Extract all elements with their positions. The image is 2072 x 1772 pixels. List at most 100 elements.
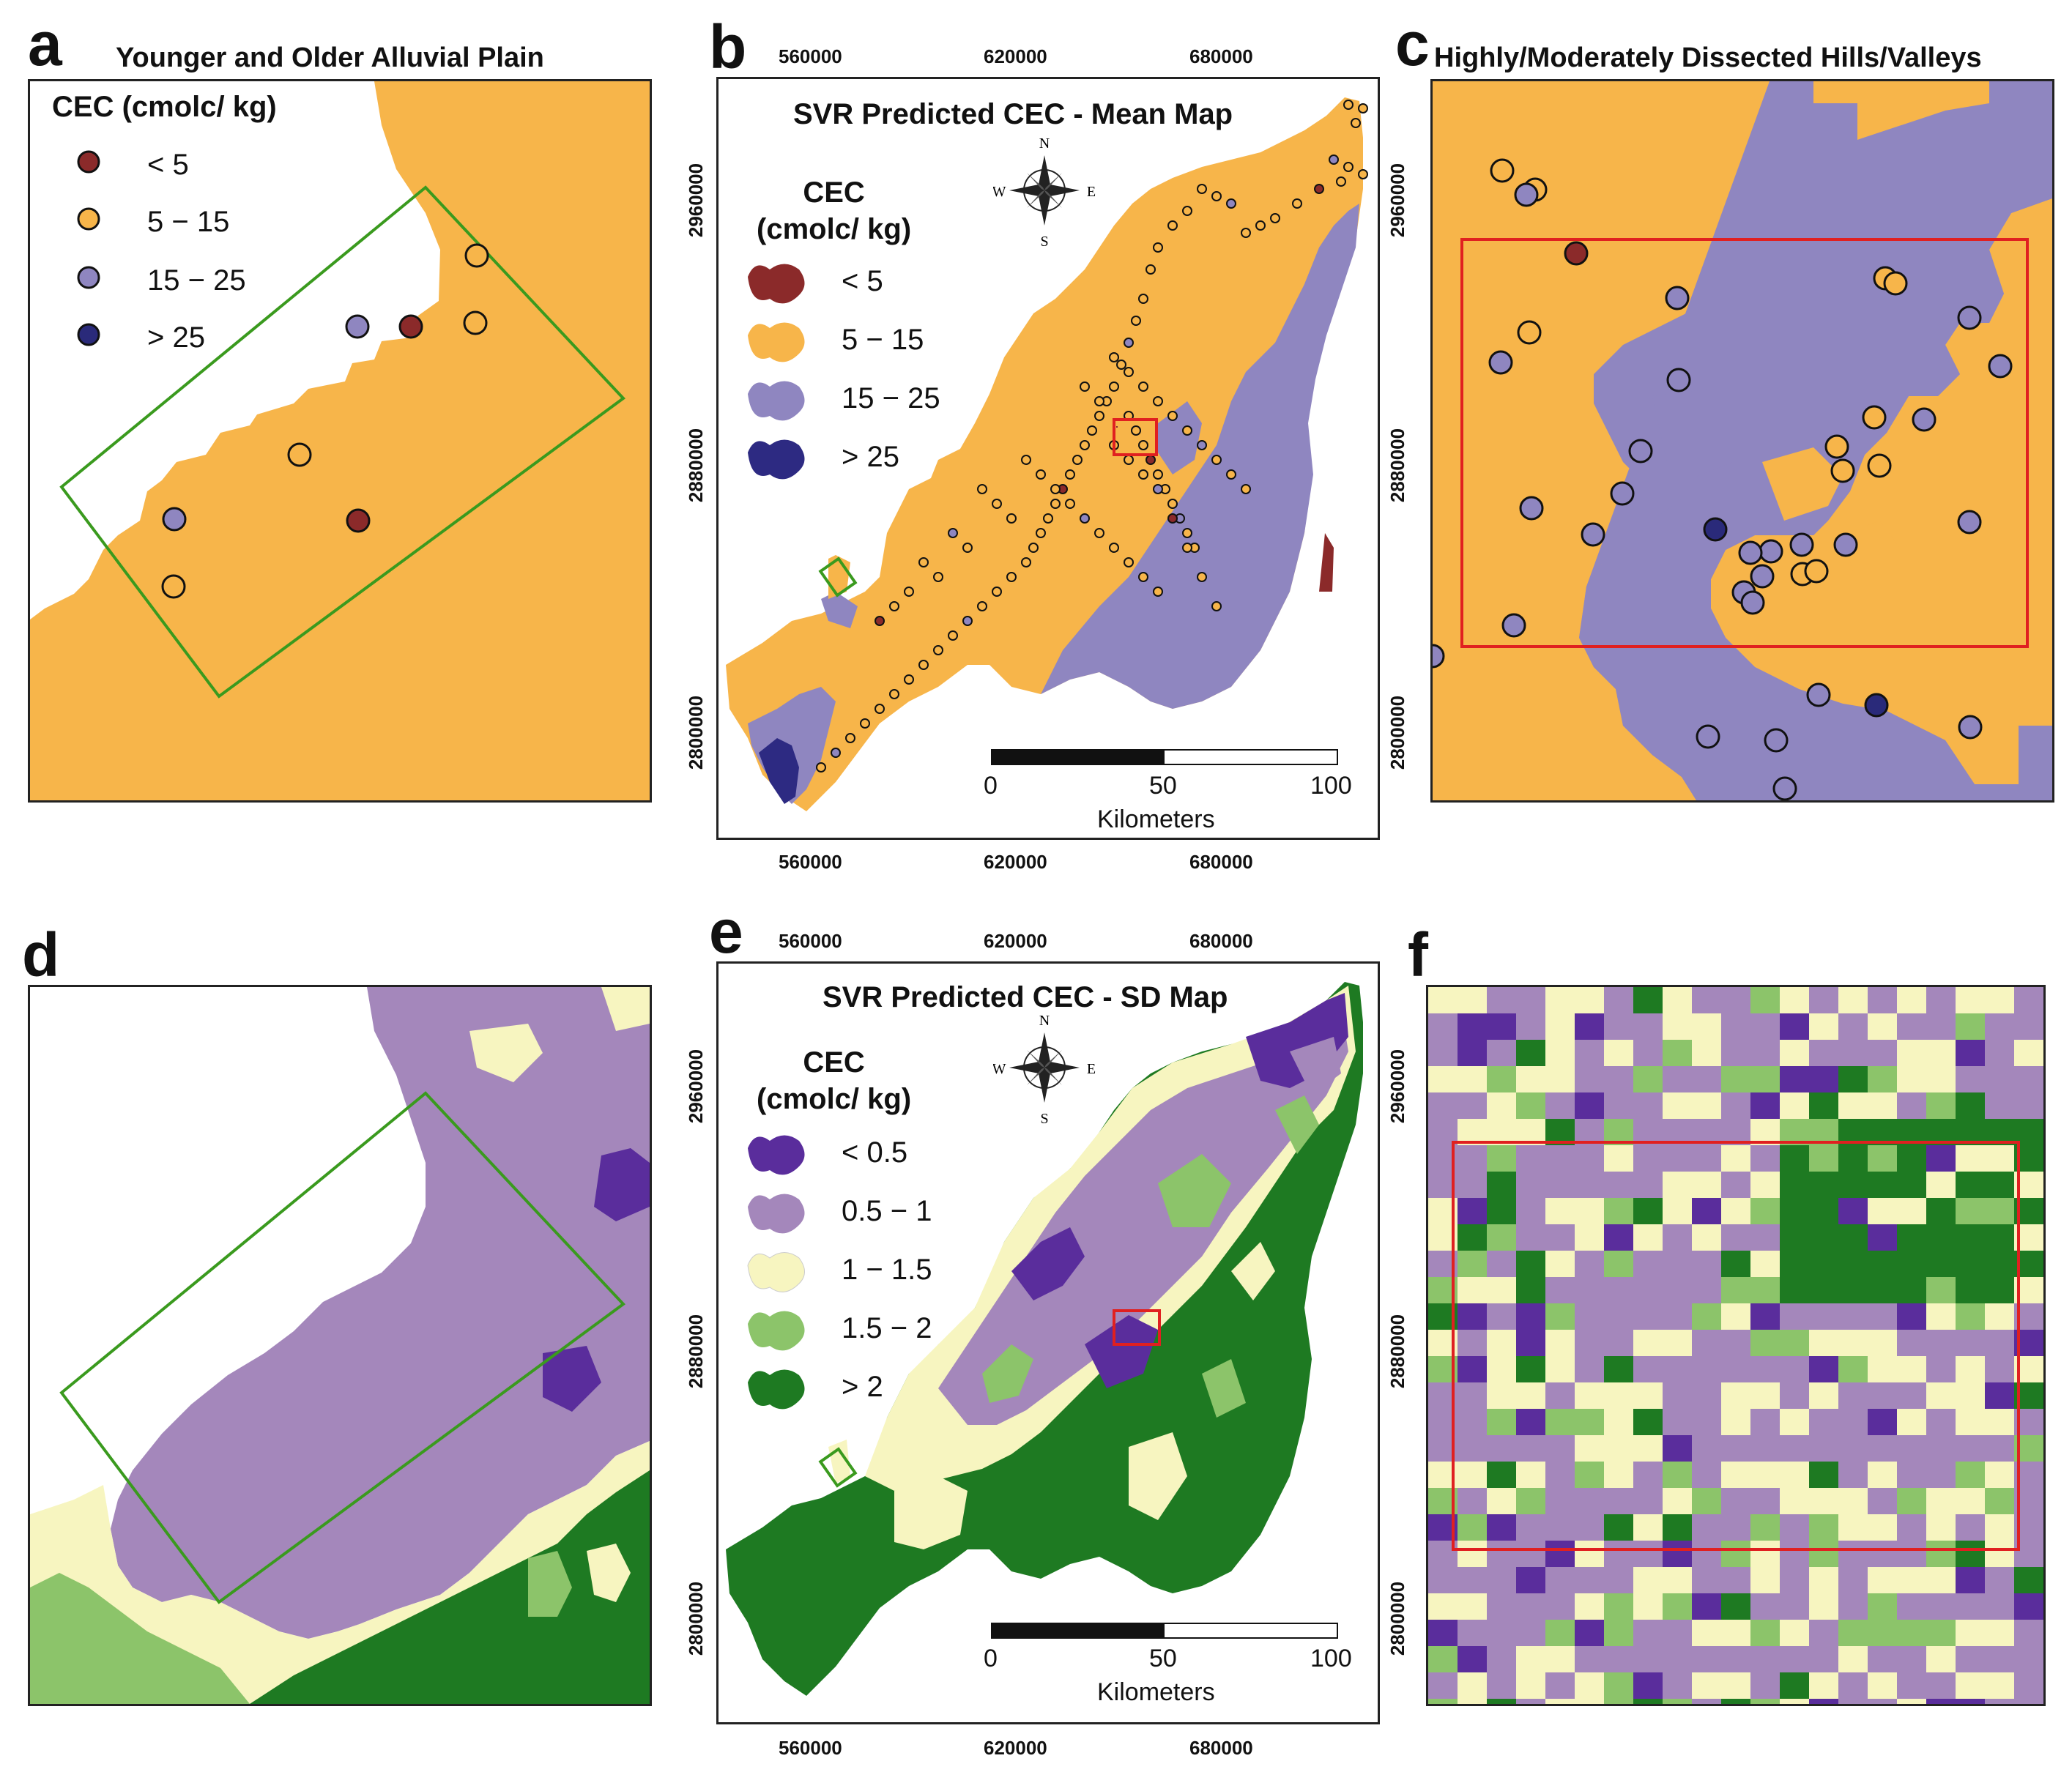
raster-cell — [1458, 1699, 1487, 1704]
raster-cell — [1692, 1541, 1721, 1567]
raster-cell — [1575, 1567, 1604, 1593]
raster-cell — [1487, 1672, 1516, 1699]
raster-cell — [1868, 1145, 1897, 1172]
raster-cell — [1750, 1488, 1780, 1514]
compass-w: W — [993, 184, 1006, 200]
sample-point — [1738, 540, 1763, 565]
raster-cell — [1897, 1277, 1926, 1303]
raster-cell — [1838, 1224, 1868, 1251]
raster-cell — [1956, 1198, 1985, 1224]
raster-cell — [1663, 1699, 1692, 1704]
raster-cell — [1809, 1620, 1838, 1646]
raster-cell — [1633, 1488, 1663, 1514]
raster-cell — [1721, 1672, 1750, 1699]
sample-point — [1182, 543, 1192, 553]
raster-cell — [1750, 1382, 1780, 1409]
raster-cell — [1868, 1224, 1897, 1251]
raster-cell — [1575, 987, 1604, 1013]
raster-cell — [1897, 1646, 1926, 1672]
raster-cell — [1428, 1013, 1458, 1040]
raster-cell — [1458, 1040, 1487, 1066]
raster-cell — [1780, 1382, 1809, 1409]
raster-cell — [1868, 1541, 1897, 1567]
raster-cell — [1750, 1145, 1780, 1172]
raster-cell — [1926, 987, 1956, 1013]
raster-cell — [1545, 1593, 1575, 1620]
sample-point — [962, 543, 973, 553]
raster-cell — [1604, 1382, 1633, 1409]
raster-cell — [1897, 1172, 1926, 1198]
raster-cell — [1926, 1699, 1956, 1704]
panel-b-y-tick: 2960000 — [685, 163, 708, 238]
panel-a-letter: a — [28, 10, 62, 78]
panel-f-y-tick: 2800000 — [1386, 1581, 1409, 1656]
raster-cell — [1985, 1488, 2014, 1514]
panel-c-y-tick: 2960000 — [1386, 163, 1409, 238]
sample-point — [1167, 220, 1178, 231]
raster-cell — [1926, 1330, 1956, 1356]
panel-e-y-tick: 2800000 — [685, 1581, 708, 1656]
raster-cell — [1575, 1013, 1604, 1040]
panel-b-x-tick-top: 620000 — [984, 45, 1047, 67]
raster-cell — [1868, 1251, 1897, 1277]
raster-cell — [1487, 1593, 1516, 1620]
raster-cell — [1604, 1330, 1633, 1356]
raster-cell — [1604, 1409, 1633, 1435]
raster-cell — [1721, 1646, 1750, 1672]
sample-point — [1772, 776, 1797, 800]
raster-cell — [1663, 1567, 1692, 1593]
raster-cell — [1516, 1251, 1545, 1277]
raster-cell — [1663, 1330, 1692, 1356]
raster-cell — [1487, 1303, 1516, 1330]
raster-cell — [1575, 1620, 1604, 1646]
raster-cell — [1985, 1409, 2014, 1435]
raster-cell — [2014, 1672, 2043, 1699]
panel-b-sample-points — [816, 100, 1368, 773]
sample-point — [1912, 407, 1937, 432]
sample-point — [1490, 158, 1515, 183]
sample-point — [1182, 425, 1192, 436]
raster-cell — [1838, 1567, 1868, 1593]
raster-cell — [1604, 1488, 1633, 1514]
raster-cell — [1516, 1462, 1545, 1488]
raster-cell — [1780, 1198, 1809, 1224]
raster-cell — [1780, 1303, 1809, 1330]
raster-cell — [1633, 1251, 1663, 1277]
sample-point — [1830, 458, 1855, 483]
raster-cell — [1545, 1514, 1575, 1541]
raster-cell — [1692, 1435, 1721, 1462]
compass-n: N — [1039, 1013, 1050, 1029]
raster-cell — [1897, 1145, 1926, 1172]
panel-b-y-tick: 2880000 — [685, 428, 708, 503]
raster-cell — [1809, 1040, 1838, 1066]
raster-cell — [1809, 1277, 1838, 1303]
sample-point — [1514, 182, 1539, 207]
sample-point — [1255, 220, 1266, 231]
raster-cell — [1692, 1198, 1721, 1224]
raster-cell — [1926, 1066, 1956, 1092]
raster-cell — [1985, 1567, 2014, 1593]
raster-cell — [1750, 987, 1780, 1013]
raster-cell — [1868, 1356, 1897, 1382]
raster-cell — [1721, 987, 1750, 1013]
raster-cell — [2014, 1066, 2043, 1092]
sample-point — [1211, 455, 1222, 465]
raster-cell — [1897, 1303, 1926, 1330]
sample-point — [1343, 162, 1354, 172]
raster-cell — [1428, 1066, 1458, 1092]
raster-cell — [1721, 1172, 1750, 1198]
raster-cell — [1575, 1145, 1604, 1172]
raster-cell — [1956, 1277, 1985, 1303]
sample-point — [1433, 644, 1445, 669]
raster-cell — [1868, 1330, 1897, 1356]
raster-cell — [1663, 1382, 1692, 1409]
raster-cell — [1956, 1593, 1985, 1620]
panel-b-legend-title-1: CEC — [803, 176, 865, 209]
raster-cell — [1809, 1198, 1838, 1224]
legend-item-label: > 25 — [842, 441, 899, 473]
scale-label: 0 — [984, 1645, 998, 1672]
sample-point — [1501, 613, 1526, 638]
raster-cell — [1897, 1462, 1926, 1488]
sample-point — [948, 528, 958, 538]
raster-cell — [1956, 1092, 1985, 1119]
